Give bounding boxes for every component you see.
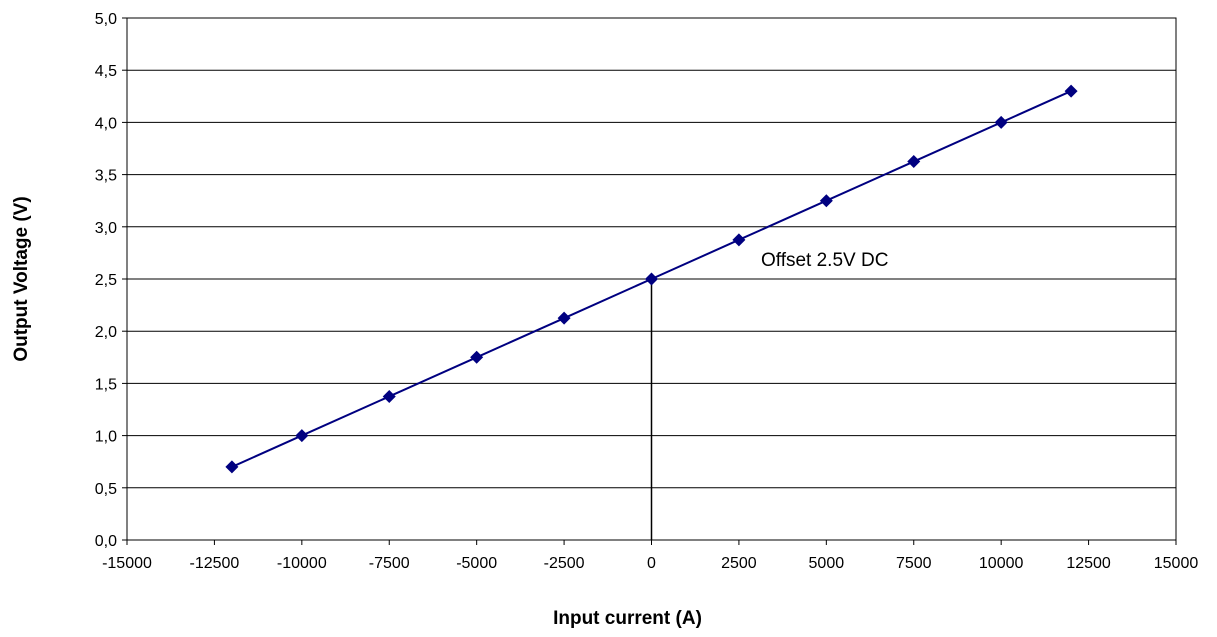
data-point-marker (225, 460, 239, 474)
y-tick-label: 4,5 (95, 63, 117, 80)
data-point-marker (470, 350, 484, 364)
x-tick-label: 10000 (979, 555, 1024, 572)
y-tick-label: 2,5 (95, 272, 117, 289)
x-axis-ticks: -15000 -12500 -10000 -7500 -5000 -2500 0 2500 50… (102, 540, 1198, 572)
data-point-marker (819, 194, 833, 208)
y-tick-label: 5,0 (95, 11, 117, 28)
data-point-marker (907, 155, 921, 169)
data-point-marker (994, 115, 1008, 129)
data-point-marker (295, 429, 309, 443)
x-tick-label: -2500 (544, 555, 585, 572)
data-point-marker (732, 233, 746, 247)
y-tick-label: 2,0 (95, 324, 117, 341)
y-axis-ticks: 0,0 0,5 1,0 1,5 2,0 2,5 3,0 3,5 4,0 4,5 5,0 (95, 11, 127, 550)
x-tick-label: -10000 (277, 555, 327, 572)
x-tick-label: 7500 (896, 555, 932, 572)
x-tick-label: -15000 (102, 555, 152, 572)
x-tick-label: -7500 (369, 555, 410, 572)
x-axis-title: Input current (A) (553, 608, 702, 629)
y-tick-label: 4,0 (95, 115, 117, 132)
y-tick-label: 3,5 (95, 168, 117, 185)
series-group (225, 84, 1078, 474)
data-point-marker (1064, 84, 1078, 98)
data-point-marker (557, 311, 571, 325)
y-tick-label: 0,0 (95, 533, 117, 550)
data-point-marker (645, 272, 658, 286)
x-tick-label: 15000 (1154, 555, 1199, 572)
annotation-box (753, 245, 953, 278)
y-tick-label: 1,0 (95, 429, 117, 446)
x-tick-label: 5000 (809, 555, 845, 572)
x-tick-label: -12500 (190, 555, 240, 572)
y-tick-label: 0,5 (95, 481, 117, 498)
x-tick-label: 12500 (1066, 555, 1111, 572)
y-tick-label: 3,0 (95, 220, 117, 237)
x-tick-label: 2500 (721, 555, 757, 572)
offset-annotation: Offset 2.5V DC (761, 250, 888, 271)
y-axis-title: Output Voltage (V) (11, 196, 32, 361)
x-tick-label: -5000 (456, 555, 497, 572)
x-tick-label: 0 (647, 555, 656, 572)
y-tick-label: 1,5 (95, 376, 117, 393)
data-point-marker (382, 389, 396, 403)
